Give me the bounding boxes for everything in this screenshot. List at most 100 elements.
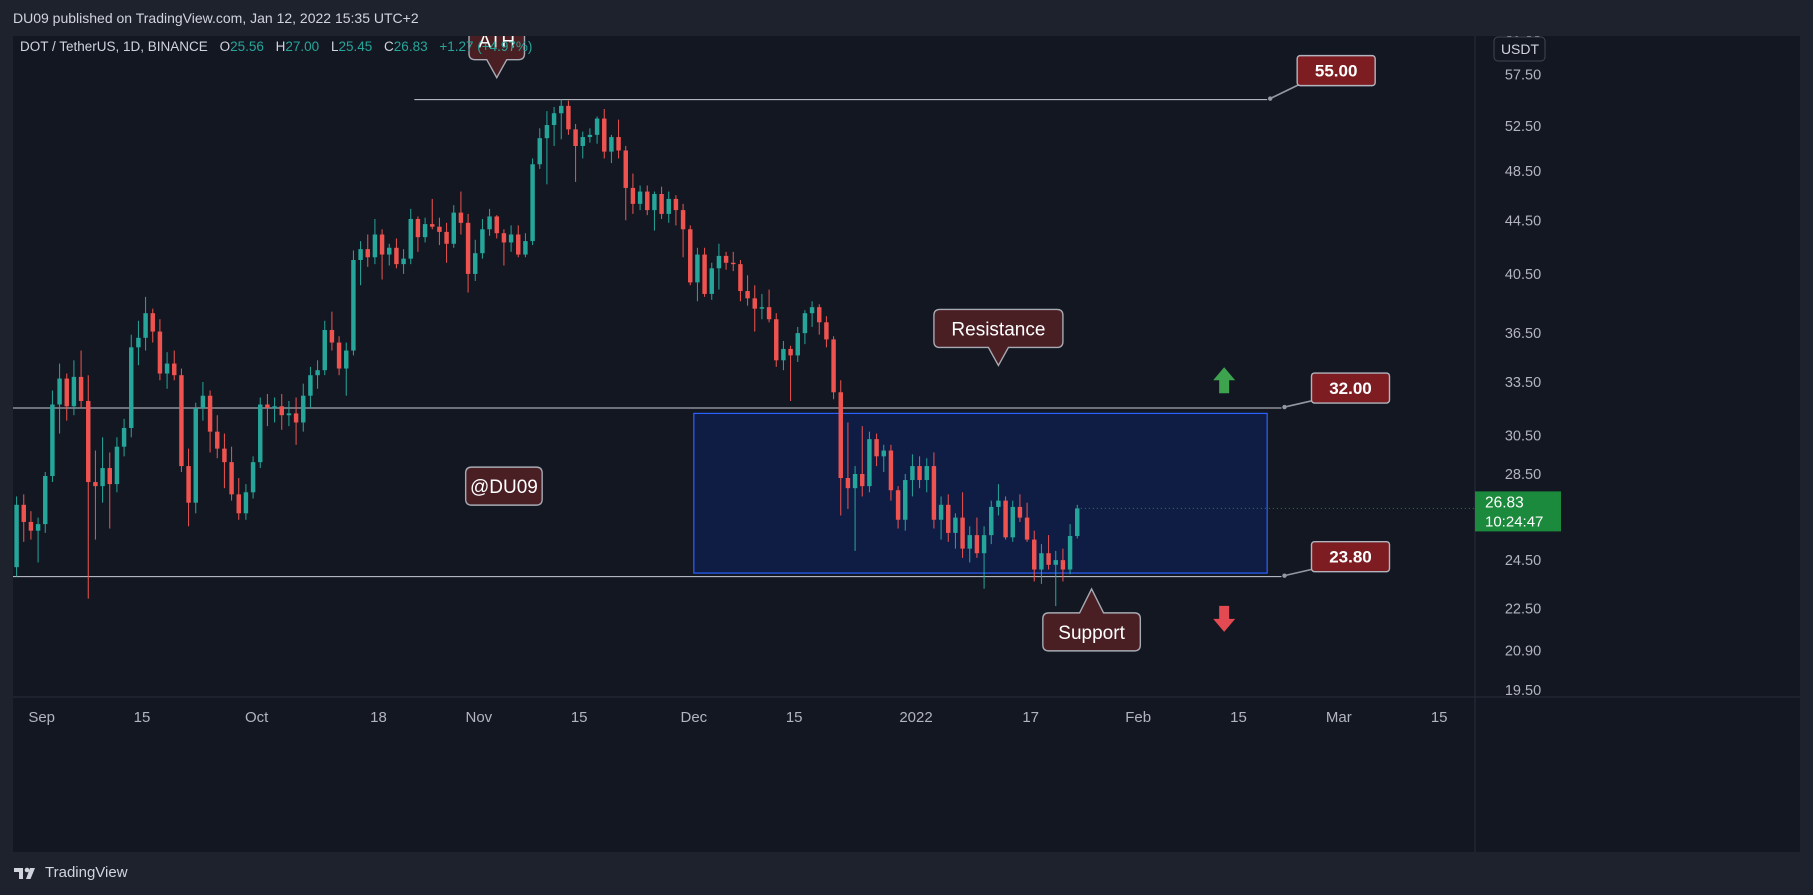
x-tick-label: Sep: [28, 709, 55, 726]
x-tick-label: Feb: [1125, 709, 1151, 726]
x-tick-label: 18: [370, 709, 387, 726]
annotation-callout: [468, 36, 526, 80]
candle-body: [64, 378, 69, 407]
candle-body: [917, 466, 922, 481]
publisher-bar: DU09 published on TradingView.com, Jan 1…: [0, 0, 1813, 36]
symbol-instrument: DOT / TetherUS, 1D, BINANCE: [20, 39, 208, 54]
candle-body: [344, 350, 349, 369]
y-tick-label: 36.50: [1505, 326, 1541, 342]
candle-body: [336, 342, 342, 369]
candle-body: [559, 105, 564, 114]
candle-body: [974, 535, 980, 554]
candle-body: [817, 307, 822, 323]
candle-body: [888, 450, 894, 491]
x-tick-label: 17: [1022, 709, 1039, 726]
candle-body: [623, 150, 628, 188]
candle-body: [523, 241, 528, 255]
candle-body: [200, 395, 206, 409]
candle-body: [35, 524, 41, 531]
candle-body: [1046, 553, 1051, 565]
candle-body: [71, 376, 77, 407]
x-tick-label: Mar: [1326, 709, 1352, 726]
candle-body: [301, 395, 306, 423]
candle-body: [938, 504, 944, 520]
candle-body: [408, 218, 413, 259]
chart-frame[interactable]: 61.0057.5052.5048.5044.5040.5036.5033.50…: [13, 36, 1800, 852]
candle-body: [57, 378, 62, 405]
candle-body: [680, 210, 686, 230]
candle-body: [243, 492, 249, 514]
candle-body: [874, 439, 879, 457]
candle-body: [1060, 560, 1066, 570]
candle-body: [530, 164, 535, 242]
x-tick-label: Nov: [465, 709, 492, 726]
annotation-callout: [464, 466, 543, 506]
x-tick-label: 2022: [899, 709, 932, 726]
candle-body: [430, 224, 435, 227]
candle-body: [179, 375, 184, 467]
candle-body: [415, 218, 421, 238]
y-tick-label: 44.50: [1505, 213, 1541, 229]
y-tick-label: 20.90: [1505, 644, 1541, 660]
candle-body: [946, 504, 951, 533]
candle-body: [745, 291, 750, 299]
candle-body: [358, 249, 363, 261]
candle-body: [465, 222, 471, 274]
candle-body: [1053, 560, 1058, 565]
arrow-up-icon: [1213, 367, 1236, 394]
candle-body: [114, 446, 120, 485]
candle-body: [322, 330, 327, 371]
candle-body: [609, 137, 614, 152]
annotation-label: ATH: [478, 36, 515, 53]
candle-body: [480, 229, 485, 254]
level-price-label: 23.80: [1329, 548, 1372, 567]
candle-body: [881, 450, 886, 457]
candle-body: [315, 370, 320, 376]
candle-body: [473, 253, 478, 274]
candle-body: [867, 439, 872, 487]
y-tick-label: 24.50: [1505, 553, 1541, 569]
candle-body: [365, 249, 370, 258]
annotation-callout: [933, 308, 1064, 367]
unit-label: USDT: [1501, 41, 1540, 57]
x-tick-label: 15: [1431, 709, 1448, 726]
candle-body: [630, 187, 636, 204]
candle-body: [781, 348, 786, 361]
candle-body: [372, 234, 378, 258]
ohlc-high-value: 27.00: [285, 39, 319, 54]
candle-body: [802, 313, 808, 334]
candle-body: [207, 395, 213, 432]
candle-body: [637, 191, 643, 204]
candle-body: [516, 234, 521, 255]
candle-body: [329, 330, 335, 343]
candle-body: [14, 504, 19, 568]
candle-body: [193, 408, 198, 503]
publisher-line: DU09 published on TradingView.com, Jan 1…: [13, 10, 419, 26]
ohlc-low-value: 25.45: [338, 39, 372, 54]
candle-body: [172, 363, 177, 376]
axes-layer: 61.0057.5052.5048.5044.5040.5036.5033.50…: [13, 36, 1800, 852]
tradingview-brand[interactable]: TradingView: [13, 864, 128, 881]
candle-body: [1003, 500, 1008, 538]
annotation-label: @DU09: [470, 477, 538, 498]
candle-body: [86, 400, 91, 483]
candle-body: [222, 448, 227, 463]
price-chart[interactable]: 61.0057.5052.5048.5044.5040.5036.5033.50…: [13, 36, 1800, 852]
candle-body: [501, 233, 507, 243]
candle-body: [895, 490, 901, 520]
candle-body: [594, 118, 600, 135]
footer-bar: TradingView: [0, 852, 1813, 895]
candle-body: [265, 404, 270, 409]
candle-body: [1075, 508, 1080, 537]
candle-body: [989, 506, 994, 536]
level-price-label: 32.00: [1329, 379, 1372, 398]
candle-body: [580, 137, 585, 146]
candle-body: [645, 191, 650, 211]
candle-body: [666, 198, 671, 214]
candle-body: [924, 466, 929, 481]
candle-body: [229, 462, 234, 495]
candle-body: [1024, 517, 1030, 540]
candle-body: [236, 494, 241, 514]
candle-body: [444, 231, 449, 244]
candle-body: [451, 212, 456, 244]
